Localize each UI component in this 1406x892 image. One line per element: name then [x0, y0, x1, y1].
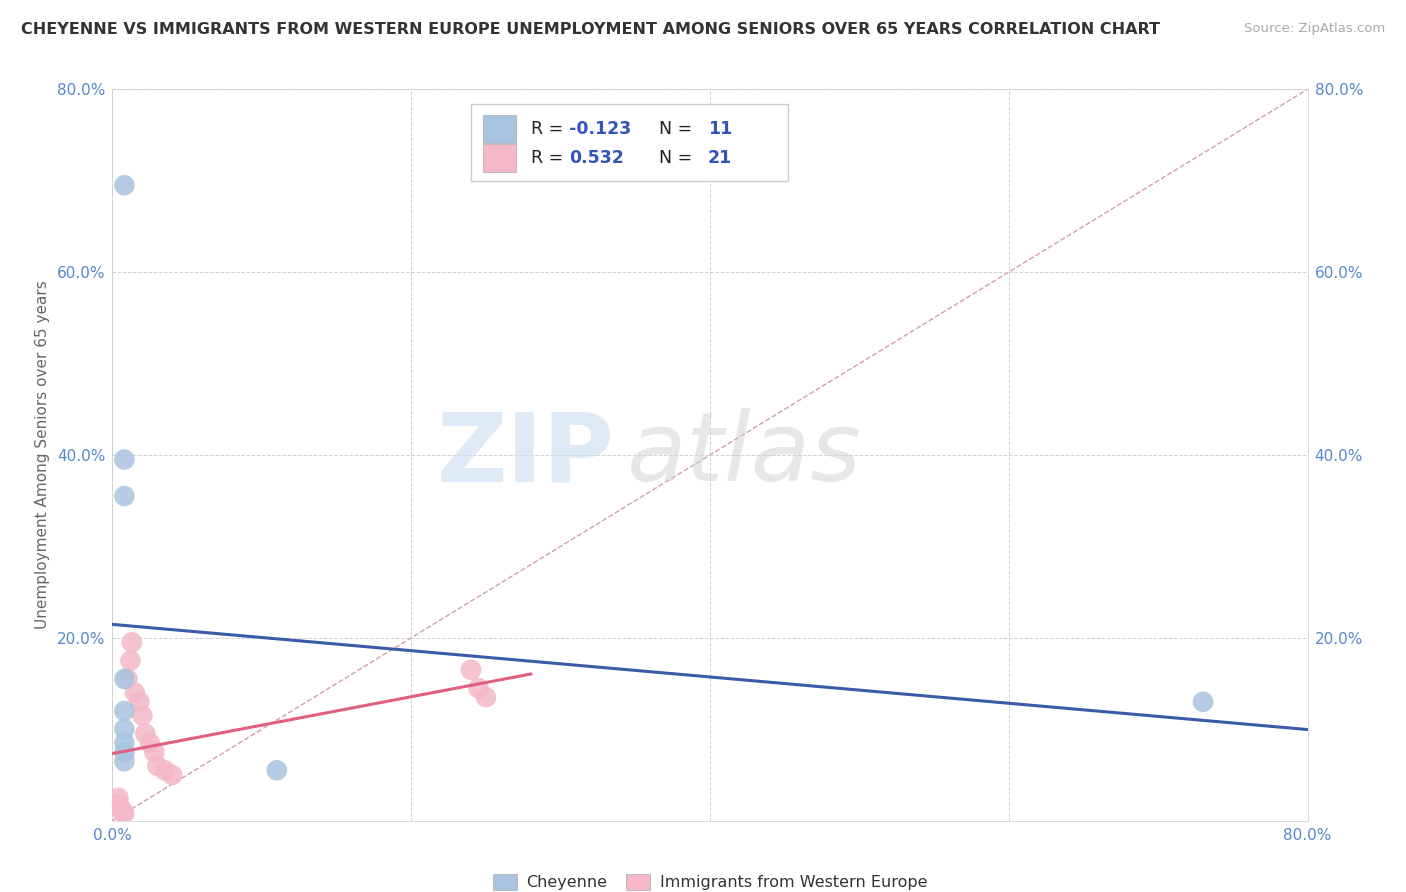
Point — [114, 754, 135, 768]
Point — [114, 723, 135, 737]
Point — [124, 685, 146, 699]
Point — [1192, 695, 1215, 709]
Legend: Cheyenne, Immigrants from Western Europe: Cheyenne, Immigrants from Western Europe — [486, 867, 934, 892]
Text: CHEYENNE VS IMMIGRANTS FROM WESTERN EUROPE UNEMPLOYMENT AMONG SENIORS OVER 65 YE: CHEYENNE VS IMMIGRANTS FROM WESTERN EURO… — [21, 22, 1160, 37]
Point — [114, 736, 135, 750]
Point — [475, 690, 498, 705]
Point — [139, 736, 162, 750]
Point — [131, 708, 153, 723]
Point — [110, 803, 132, 817]
Point — [120, 654, 142, 668]
Point — [162, 768, 183, 782]
Point — [128, 695, 150, 709]
Point — [114, 745, 135, 759]
Point — [460, 663, 482, 677]
Point — [143, 745, 166, 759]
Point — [114, 489, 135, 503]
Point — [114, 806, 135, 821]
Text: Source: ZipAtlas.com: Source: ZipAtlas.com — [1244, 22, 1385, 36]
Point — [153, 764, 176, 778]
Point — [146, 758, 169, 772]
Text: -0.123: -0.123 — [569, 120, 631, 137]
FancyBboxPatch shape — [471, 103, 787, 180]
Point — [121, 635, 143, 649]
Text: R =: R = — [531, 149, 568, 167]
Point — [114, 704, 135, 718]
Y-axis label: Unemployment Among Seniors over 65 years: Unemployment Among Seniors over 65 years — [35, 281, 51, 629]
FancyBboxPatch shape — [484, 144, 516, 172]
Point — [467, 681, 489, 695]
Point — [114, 672, 135, 686]
Text: atlas: atlas — [626, 409, 862, 501]
FancyBboxPatch shape — [484, 115, 516, 143]
Text: 21: 21 — [707, 149, 733, 167]
Point — [108, 800, 131, 814]
Text: 11: 11 — [707, 120, 733, 137]
Point — [117, 672, 139, 686]
Point — [266, 764, 288, 778]
Text: 0.532: 0.532 — [569, 149, 624, 167]
Text: ZIP: ZIP — [436, 409, 614, 501]
Point — [134, 727, 156, 741]
Point — [111, 805, 134, 819]
Text: N =: N = — [648, 120, 697, 137]
Point — [107, 790, 129, 805]
Text: N =: N = — [648, 149, 697, 167]
Point — [114, 178, 135, 193]
Point — [114, 452, 135, 467]
Point — [107, 797, 129, 812]
Text: R =: R = — [531, 120, 568, 137]
